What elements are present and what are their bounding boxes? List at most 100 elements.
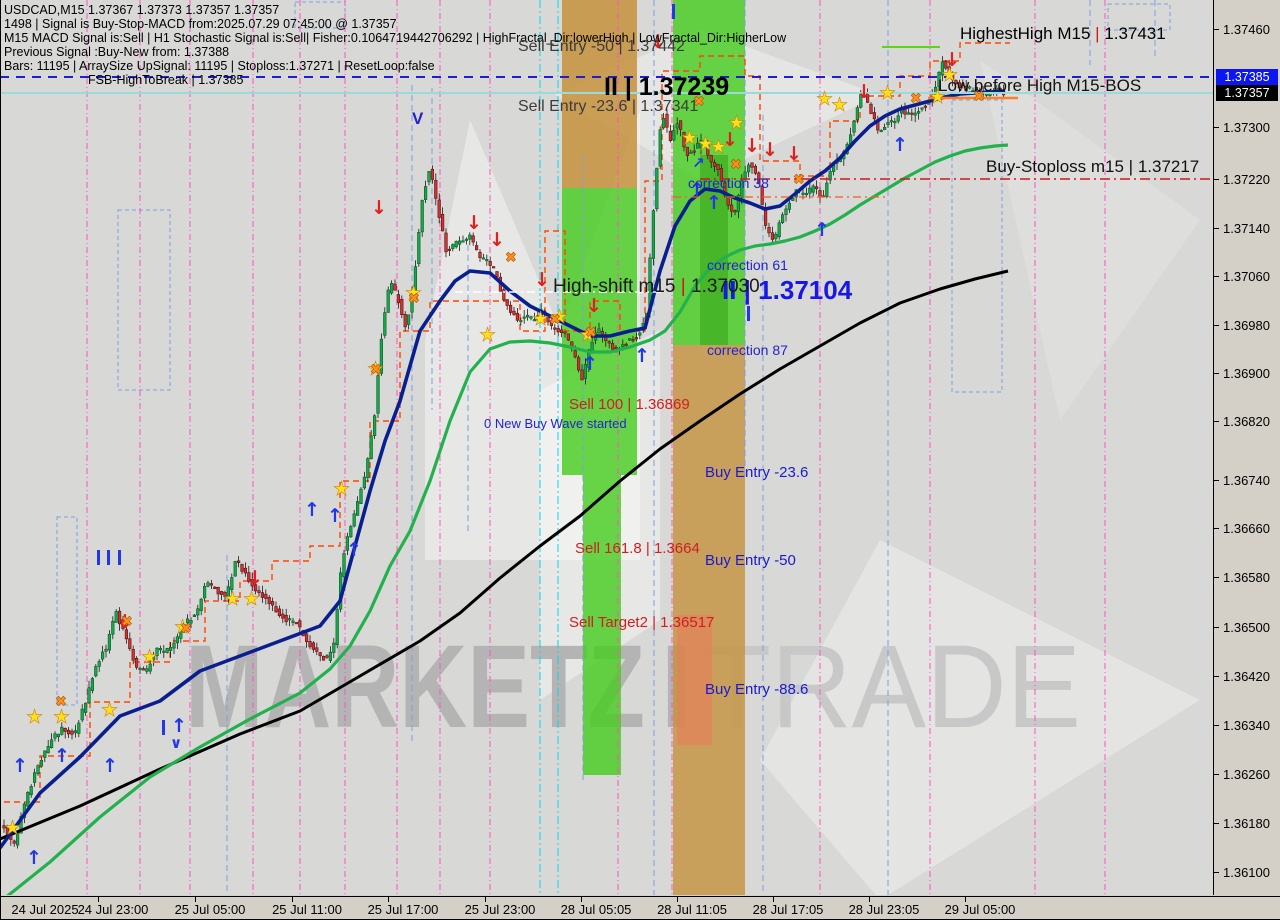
time-tick-label: 28 Jul 23:05 [848, 902, 920, 917]
label-new-buy-wave: 0 New Buy Wave started [484, 416, 627, 431]
time-tick-label: 28 Jul 17:05 [752, 902, 824, 917]
info-panel: USDCAD,M15 1.37367 1.37373 1.37357 1.373… [4, 3, 786, 87]
sell-arrow-icon: ↓ [944, 49, 960, 71]
candlestick-chart-canvas: MARKETZITRADE↑↑↑↑↑↑↑↑↑↑↑↑↑↑↓↓↓↓↓↓↓↓↓↓↓↓↓… [0, 0, 1213, 895]
price-tick-mark [1214, 528, 1219, 529]
label-correction-38: correction 38 [688, 175, 769, 191]
price-tick-mark [1214, 127, 1219, 128]
sell-arrow-icon: ↓ [722, 129, 738, 151]
star-icon: ★ [4, 817, 21, 839]
price-tick-label: 1.36820 [1223, 414, 1270, 429]
price-tick-mark [1214, 725, 1219, 726]
sell-arrow-icon: ↓ [534, 269, 550, 291]
exit-cross-icon: ✖ [180, 621, 192, 637]
price-tick-mark [1214, 480, 1219, 481]
trailing-stop-line [4, 42, 1010, 803]
label-wave-ii-137104: II | 1.37104 [722, 275, 853, 305]
watermark-light: TRADE [703, 621, 1081, 753]
chart-area[interactable]: MARKETZITRADE↑↑↑↑↑↑↑↑↑↑↑↑↑↑↓↓↓↓↓↓↓↓↓↓↓↓↓… [0, 0, 1214, 895]
time-tick-label: 24 Jul 23:00 [77, 902, 149, 917]
price-tick-mark [1214, 676, 1219, 677]
label-sell-target2: Sell Target2 | 1.36517 [569, 614, 715, 631]
exit-cross-icon: ✖ [408, 291, 420, 307]
star-icon: ★ [224, 588, 241, 610]
time-tick-mark [965, 897, 966, 902]
price-tick-label: 1.36420 [1223, 669, 1270, 684]
star-icon: ★ [879, 82, 896, 104]
buy-arrow-icon: ↑ [814, 219, 830, 241]
wave-glyph-mark: ↗ [692, 154, 705, 172]
price-tag-last: 1.37357 [1216, 85, 1278, 101]
buy-arrow-icon: ↑ [102, 755, 118, 777]
buy-arrow-icon: ↑ [582, 353, 598, 375]
price-tick-label: 1.36580 [1223, 570, 1270, 585]
label-wave-v: V [412, 109, 424, 128]
price-tick-label: 1.36100 [1223, 865, 1270, 880]
time-tick-mark [773, 897, 774, 902]
star-icon: ★ [405, 282, 422, 304]
star-icon: ★ [532, 308, 549, 330]
star-icon: ★ [579, 324, 596, 346]
buy-arrow-icon: ↑ [26, 847, 42, 869]
price-tick-label: 1.36500 [1223, 620, 1270, 635]
time-axis[interactable]: 24 Jul 2025 24 Jul 23:00 25 Jul 05:00 25 Ju… [0, 896, 1280, 920]
exit-cross-icon: ✖ [505, 250, 517, 266]
label-buy-entry-236: Buy Entry -23.6 [705, 464, 809, 481]
candles [2, 56, 1006, 849]
wave-bar-mark [97, 550, 100, 565]
sell-arrow-icon: ↓ [466, 212, 482, 234]
buy-arrow-icon: ↑ [12, 755, 28, 777]
price-tick-mark [1214, 179, 1219, 180]
time-tick-label: 25 Jul 17:00 [367, 902, 439, 917]
wave-bar-mark [672, 4, 675, 19]
wave-bar-mark [107, 550, 110, 565]
star-icon: ★ [26, 706, 43, 728]
price-tick-label: 1.36900 [1223, 366, 1270, 381]
star-icon: ★ [141, 646, 158, 668]
price-tick-mark [1214, 774, 1219, 775]
sell-arrow-icon: ↓ [489, 229, 505, 251]
star-icon: ★ [941, 64, 958, 86]
time-tick-mark [677, 897, 678, 902]
exit-cross-icon: ✖ [549, 312, 561, 328]
label-sell-entry-50: Sell Entry -50 | 1.37442 [518, 38, 685, 55]
price-axis[interactable]: 1.37460 1.37300 1.37220 1.37140 1.37060 1.369… [1214, 0, 1280, 895]
price-tick-label: 1.36260 [1223, 767, 1270, 782]
star-icon: ★ [831, 94, 848, 116]
label-low-before-high: Low before High M15-BOS [938, 76, 1142, 95]
star-icon: ★ [728, 112, 745, 134]
price-tick-mark [1214, 577, 1219, 578]
ma-mid-line [6, 143, 1009, 895]
sell-arrow-icon: ↓ [786, 143, 802, 165]
time-tick-label: 28 Jul 05:05 [560, 902, 632, 917]
exit-cross-icon: ✖ [121, 614, 133, 630]
price-tick-mark [1214, 325, 1219, 326]
buy-arrow-icon: ↑ [346, 539, 362, 561]
time-tick-label: 25 Jul 11:00 [272, 902, 342, 917]
bars-stoploss-line: Bars: 11195 | ArraySize UpSignal: 11195 … [4, 59, 435, 73]
buy-arrow-icon: ↑ [706, 192, 722, 214]
label-wave-ii-137239: II | 1.37239 [604, 73, 730, 101]
star-icon: ★ [53, 706, 70, 728]
buy-arrow-icon: ↑ [634, 345, 650, 367]
exit-cross-icon: ✖ [730, 157, 742, 173]
sell-arrow-icon: ↓ [650, 31, 666, 53]
symbol-ohlc-line: USDCAD,M15 1.37367 1.37373 1.37357 1.373… [4, 3, 280, 17]
price-tick-mark [1214, 421, 1219, 422]
label-sell-entry-236: Sell Entry -23.6 | 1.37341 [518, 98, 699, 115]
buy-arrow-icon: ↑ [892, 134, 908, 156]
label-buy-entry-886: Buy Entry -88.6 [705, 681, 809, 698]
sell-arrow-icon: ↓ [762, 139, 778, 161]
price-tick-label: 1.37220 [1223, 172, 1270, 187]
price-tick-mark [1214, 872, 1219, 873]
star-icon: ★ [551, 306, 568, 328]
price-tick-mark [1214, 823, 1219, 824]
star-icon: ★ [929, 86, 946, 108]
indicators-line: M15 MACD Signal is:Sell | H1 Stochastic … [4, 31, 787, 45]
signal-markers: ↑↑↑ ↑↑↑ ↑↑↑ ↑↑↑↑↑↓↓↓↓↓↓↓↓↓ ↓ ↓ ↓↓↓★★ ★ ★★★★ ★★★★★… [4, 4, 985, 869]
price-tick-mark [1214, 276, 1219, 277]
star-icon: ★ [710, 136, 727, 158]
ma-slow-line [0, 269, 1009, 841]
watermark-bold: MARKETZ [185, 621, 645, 753]
